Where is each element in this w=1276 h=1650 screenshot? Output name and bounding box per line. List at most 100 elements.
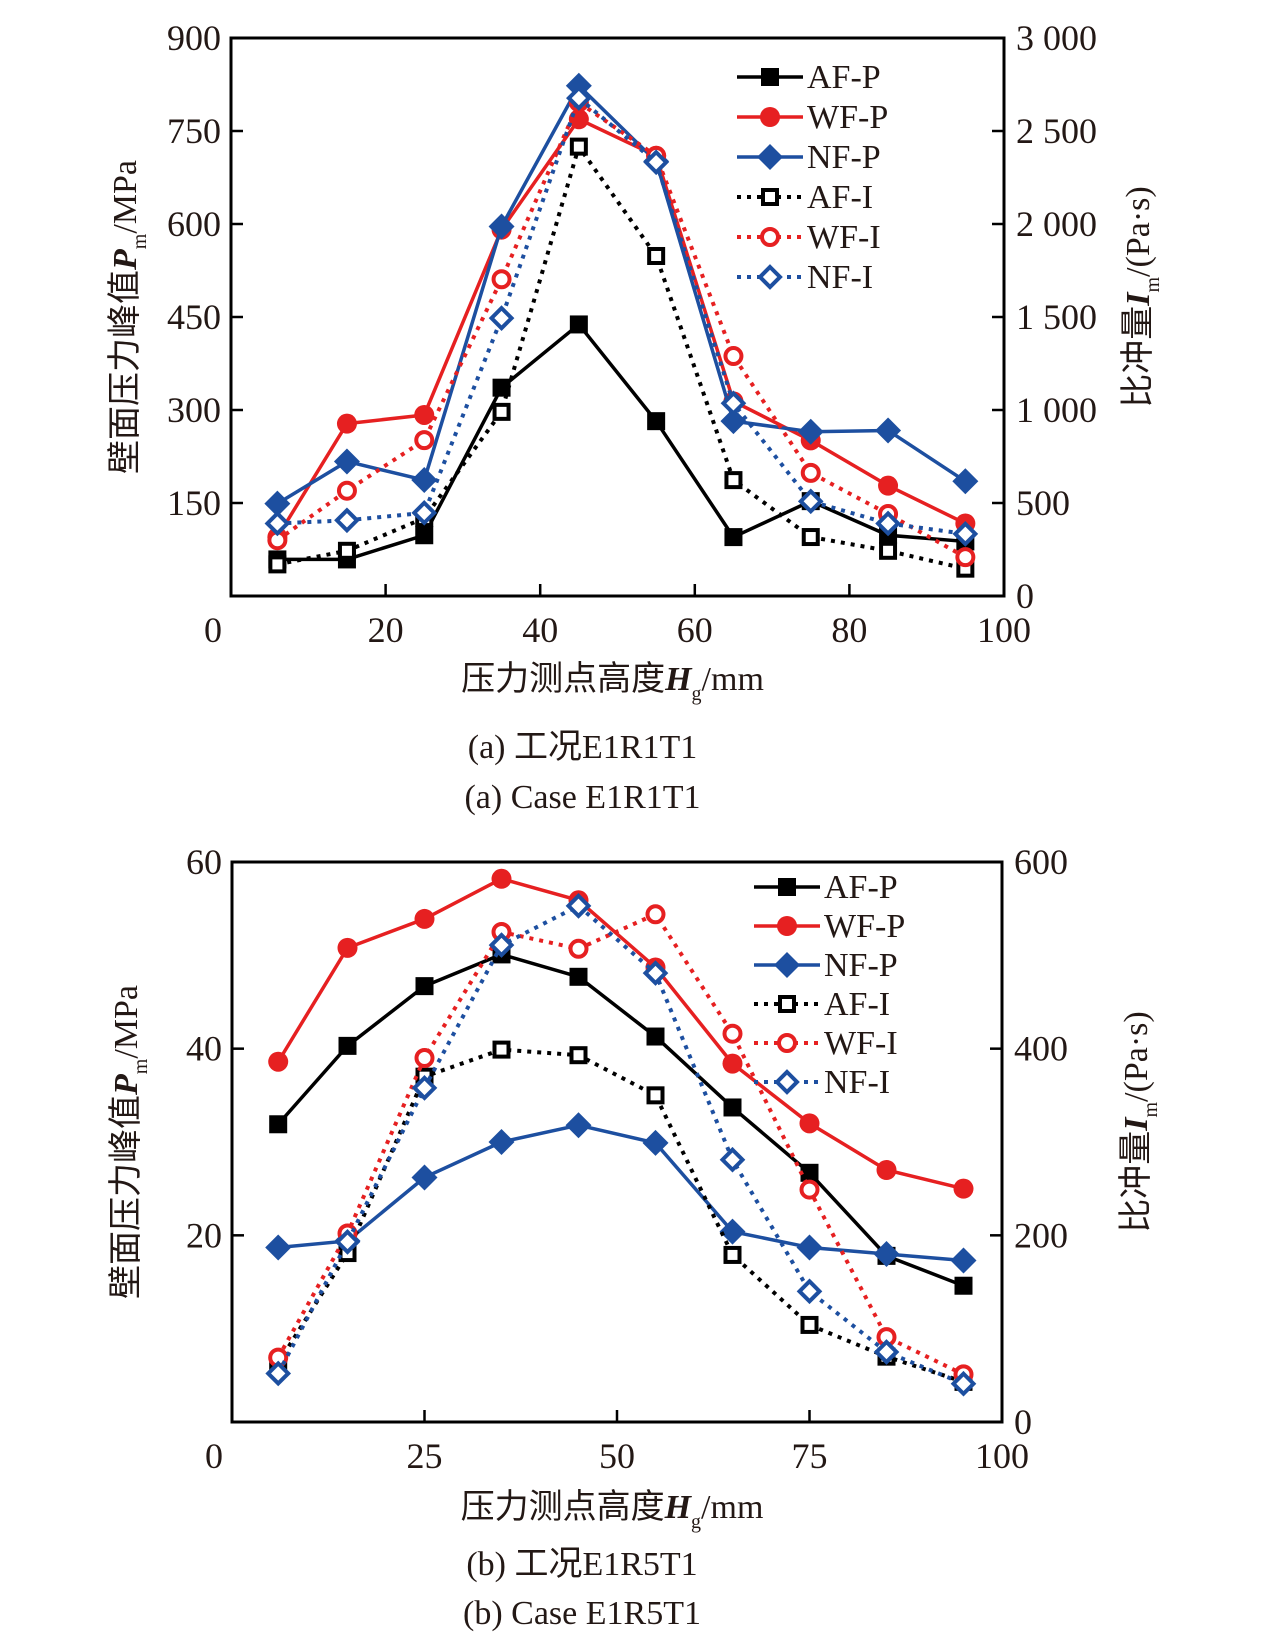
- data-point: [952, 521, 979, 547]
- data-point: [414, 1048, 435, 1068]
- data-point: [336, 413, 357, 434]
- legend-label: WF-I: [807, 219, 881, 256]
- y2-axis-title-sub: m: [1140, 1101, 1162, 1117]
- data-point: [720, 408, 747, 435]
- data-point: [796, 1278, 823, 1305]
- data-point: [643, 149, 669, 176]
- legend-item: AF-I: [737, 179, 873, 216]
- legend-label: WF-P: [824, 908, 905, 945]
- y2-axis-title-main: 比冲量: [1117, 1131, 1155, 1233]
- data-point: [646, 1027, 665, 1046]
- data-point: [492, 1040, 511, 1059]
- data-point: [268, 1051, 289, 1072]
- data-point: [724, 471, 743, 490]
- data-point: [569, 967, 588, 986]
- data-point: [873, 1241, 900, 1267]
- series-line: [276, 83, 967, 506]
- series-line: [276, 952, 965, 1288]
- data-point: [800, 462, 821, 483]
- legend-item: WF-I: [754, 1025, 898, 1062]
- data-point: [268, 555, 287, 574]
- data-point: [645, 904, 666, 925]
- data-point: [952, 468, 979, 495]
- x-tick-label: 20: [368, 610, 404, 650]
- series-line: [276, 877, 964, 1191]
- data-point: [647, 412, 666, 431]
- data-point: [878, 475, 899, 496]
- data-point: [797, 418, 824, 445]
- data-point: [801, 528, 820, 547]
- y2-axis-title-unit: /(Pa·s): [1118, 1011, 1155, 1102]
- data-point: [569, 1046, 588, 1065]
- x-axis-title-var: H: [664, 1489, 693, 1526]
- data-point: [799, 1113, 820, 1134]
- data-point: [719, 1218, 746, 1245]
- x-tick-label: 100: [977, 610, 1031, 650]
- legend-marker: [757, 144, 783, 170]
- caption-en: (a) Case E1R1T1: [464, 779, 700, 816]
- data-point: [338, 1036, 357, 1055]
- y2-axis-title-sub: m: [1142, 276, 1164, 292]
- data-point: [796, 1234, 823, 1261]
- y2-tick-label: 0: [1014, 1402, 1032, 1442]
- data-point: [955, 547, 976, 568]
- legend-item: AF-I: [754, 986, 890, 1023]
- data-point: [954, 1276, 973, 1295]
- data-point: [491, 868, 512, 889]
- y2-axis-title: 比冲量Im/(Pa·s): [1119, 186, 1164, 407]
- legend-label: AF-I: [824, 986, 890, 1023]
- y2-axis-title-var: I: [1120, 291, 1157, 307]
- legend-marker: [774, 1069, 800, 1095]
- legend-marker: [777, 1033, 797, 1053]
- series-line: [276, 903, 965, 1386]
- data-point: [720, 390, 747, 417]
- legend-label: NF-I: [807, 259, 873, 296]
- legend-label: AF-P: [807, 59, 881, 96]
- x-axis-title: 压力测点高度Hg/mm: [461, 1488, 764, 1533]
- legend-label: AF-I: [807, 179, 873, 216]
- series-line: [276, 1047, 965, 1384]
- data-point: [875, 417, 902, 444]
- y-axis-title-unit: /MPa: [107, 160, 144, 234]
- y2-axis-title-var: I: [1118, 1116, 1155, 1132]
- data-point: [873, 1339, 900, 1365]
- legend-marker: [777, 916, 797, 936]
- data-point: [950, 1370, 977, 1397]
- y-tick-label: 60: [186, 842, 222, 882]
- caption-en: (b) Case E1R5T1: [463, 1595, 701, 1632]
- x-axis-title-sub: g: [691, 1511, 701, 1533]
- x-tick-label: 75: [792, 1436, 828, 1476]
- y2-tick-label: 3 000: [1016, 18, 1097, 58]
- series-line: [275, 117, 967, 539]
- x-tick-label: 50: [599, 1436, 635, 1476]
- x-axis-title-main: 压力测点高度: [461, 1488, 665, 1526]
- legend-item: NF-I: [737, 259, 873, 296]
- data-point: [488, 932, 515, 958]
- series-af-p: [268, 315, 975, 569]
- y2-tick-label: 600: [1014, 842, 1068, 882]
- data-point: [414, 908, 435, 929]
- legend-label: NF-P: [824, 947, 898, 984]
- data-point: [799, 1179, 820, 1200]
- chart-panel-a: 0 20 40 60 80 100 150 300 450 600 750 900 0 500 1 000 1…: [106, 18, 1164, 816]
- y-tick-label: 300: [167, 390, 221, 430]
- data-point: [569, 137, 588, 156]
- legend-item: AF-P: [754, 869, 898, 906]
- y-tick-label: 150: [167, 483, 221, 523]
- y-axis-title-unit: /MPa: [108, 985, 145, 1059]
- data-point: [269, 1115, 288, 1134]
- y2-tick-label: 2 000: [1016, 204, 1097, 244]
- y-axis-title: 壁面压力峰值Pm/MPa: [107, 985, 152, 1299]
- x-tick-label: 0: [204, 610, 222, 650]
- legend-marker: [757, 264, 783, 290]
- data-point: [337, 541, 356, 560]
- data-point: [488, 305, 515, 331]
- data-point: [876, 1160, 897, 1180]
- series-line: [276, 144, 966, 571]
- x-tick-label: 100: [975, 1436, 1029, 1476]
- y-tick-label: 900: [167, 18, 221, 58]
- data-point: [565, 1112, 592, 1139]
- data-point: [411, 500, 438, 526]
- x-axis-title: 压力测点高度Hg/mm: [461, 660, 764, 705]
